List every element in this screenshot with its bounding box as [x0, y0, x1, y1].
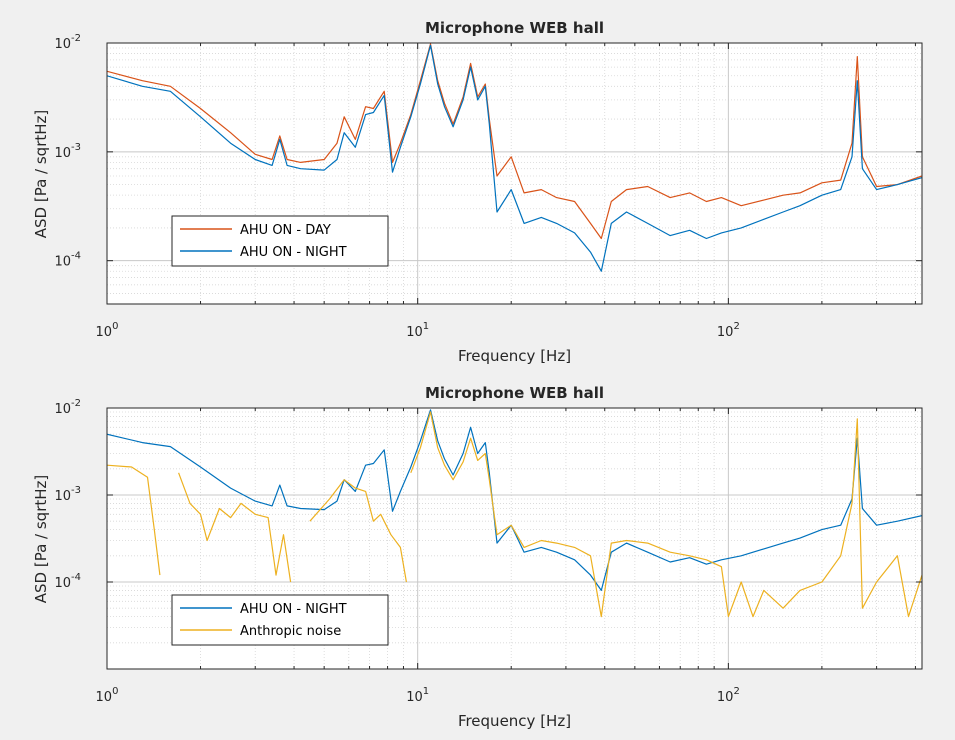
- plot-top: 100 101 102 10-4 10-3 10-2 Microphone WEB hall…: [32, 19, 923, 365]
- x-tick-label: 102: [717, 321, 740, 340]
- series-group: [107, 43, 922, 272]
- series-line-ahu-on-day: [107, 43, 922, 240]
- series-line-ahu-on-night: [107, 409, 922, 592]
- series-line-ahu-on-night: [107, 44, 922, 272]
- axes-box: [106, 42, 923, 305]
- y-tick-label: 10-2: [54, 33, 81, 52]
- series-line-anthropic-noise: [410, 411, 922, 618]
- y-axis-label: ASD [Pa / sqrtHz]: [32, 110, 50, 239]
- legend-box: [171, 215, 389, 267]
- chart-title: Microphone WEB hall: [425, 19, 604, 37]
- y-tick-label: 10-3: [54, 485, 81, 504]
- legend: AHU ON - DAY AHU ON - NIGHT: [171, 215, 389, 267]
- x-tick-label: 100: [96, 321, 119, 340]
- x-axis-label: Frequency [Hz]: [458, 712, 571, 730]
- legend-label: Anthropic noise: [240, 624, 341, 639]
- plot-bottom: 100 101 102 10-4 10-3 10-2 Microphone WEB hall…: [32, 384, 923, 730]
- x-axis-label: Frequency [Hz]: [458, 347, 571, 365]
- y-tick-label: 10-4: [54, 251, 81, 270]
- y-axis-label: ASD [Pa / sqrtHz]: [32, 475, 50, 604]
- chart-title: Microphone WEB hall: [425, 384, 604, 402]
- legend-label: AHU ON - NIGHT: [240, 602, 347, 617]
- legend-label: AHU ON - NIGHT: [240, 245, 347, 260]
- y-tick-label: 10-2: [54, 398, 81, 417]
- series-line-anthropic-noise: [178, 472, 292, 583]
- x-tick-label: 100: [96, 686, 119, 705]
- series-group: [107, 409, 922, 618]
- x-tick-label: 101: [406, 321, 429, 340]
- series-line-anthropic-noise: [107, 464, 161, 576]
- series-line-anthropic-noise: [309, 479, 407, 583]
- legend: AHU ON - NIGHT Anthropic noise: [171, 594, 389, 646]
- legend-label: AHU ON - DAY: [240, 223, 331, 238]
- x-tick-label: 101: [406, 686, 429, 705]
- y-tick-label: 10-3: [54, 142, 81, 161]
- y-tick-label: 10-4: [54, 572, 81, 591]
- x-tick-label: 102: [717, 686, 740, 705]
- legend-box: [171, 594, 389, 646]
- axes-box: [106, 407, 923, 670]
